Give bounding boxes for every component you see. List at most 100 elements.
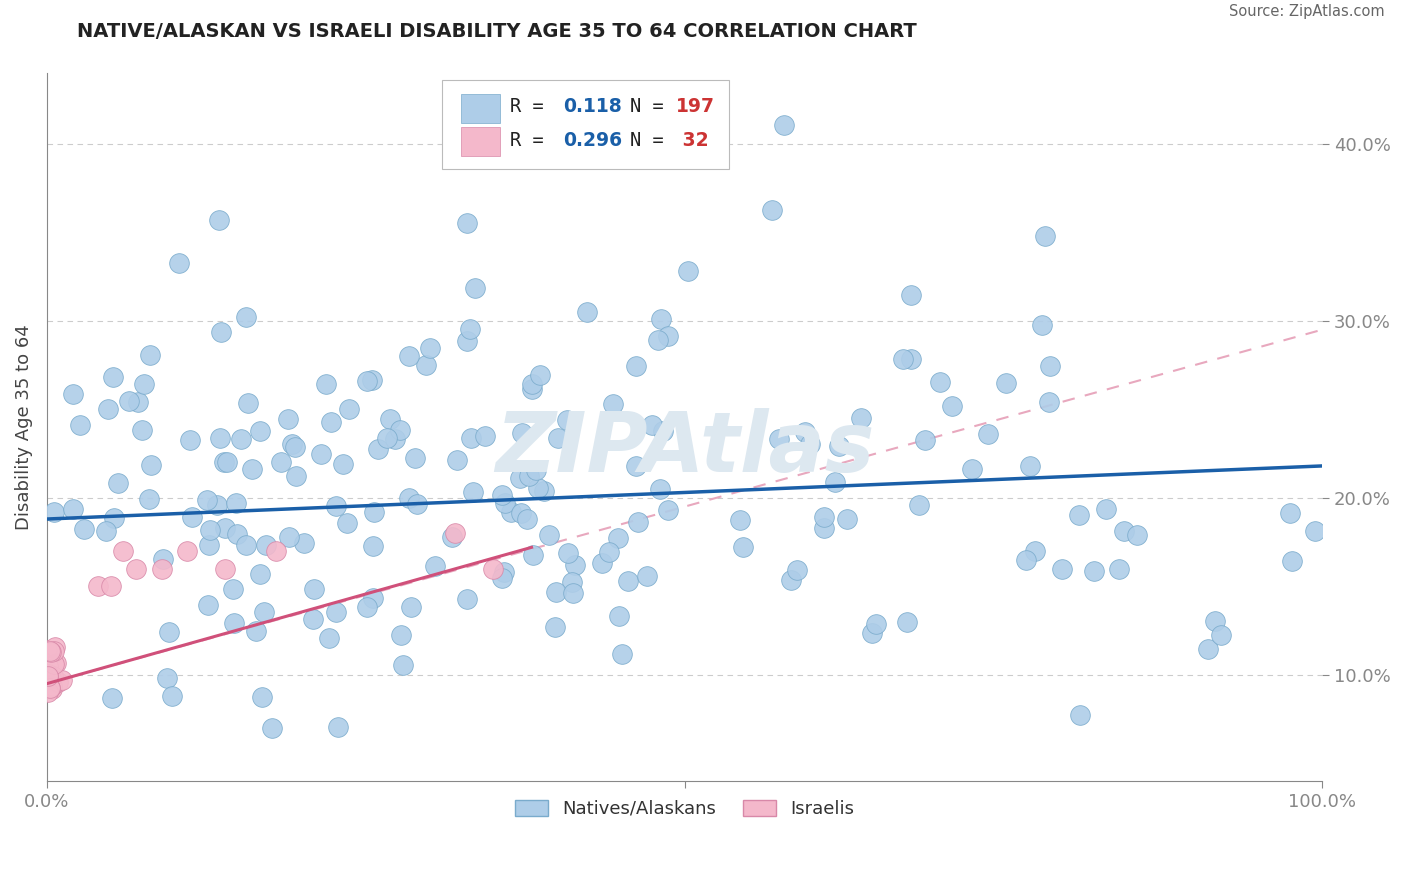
Point: [627, 515, 650, 529]
Point: [1014, 552, 1036, 566]
Point: [761, 202, 783, 217]
Point: [404, 451, 426, 466]
Point: [824, 475, 846, 490]
Point: [960, 461, 983, 475]
Point: [42, 505, 65, 519]
Point: [786, 563, 808, 577]
Point: [900, 288, 922, 302]
Point: [162, 689, 184, 703]
Point: [1019, 459, 1042, 474]
Point: [392, 657, 415, 672]
Point: [1035, 229, 1057, 244]
Point: [891, 352, 914, 367]
Point: [318, 631, 340, 645]
Point: [731, 540, 754, 554]
Point: [527, 482, 550, 496]
Point: [977, 427, 1000, 442]
Point: [401, 600, 423, 615]
Point: [37, 643, 59, 657]
Point: [205, 498, 228, 512]
FancyBboxPatch shape: [461, 95, 499, 122]
Point: [375, 432, 398, 446]
Point: [266, 544, 288, 558]
Point: [641, 418, 664, 433]
Point: [225, 496, 247, 510]
Point: [209, 325, 232, 339]
Point: [647, 333, 669, 347]
Point: [41, 679, 63, 693]
Point: [62, 501, 84, 516]
Point: [444, 526, 467, 541]
Point: [509, 506, 531, 520]
Point: [419, 341, 441, 355]
Point: [1126, 528, 1149, 542]
Point: [482, 561, 505, 575]
Point: [198, 523, 221, 537]
Point: [1204, 614, 1226, 628]
Point: [118, 393, 141, 408]
Point: [1031, 318, 1053, 333]
Point: [44, 640, 66, 654]
Point: [363, 504, 385, 518]
Point: [389, 628, 412, 642]
Point: [491, 488, 513, 502]
Point: [446, 453, 468, 467]
Point: [768, 432, 790, 446]
Point: [245, 624, 267, 639]
Point: [250, 690, 273, 705]
Point: [537, 527, 560, 541]
FancyBboxPatch shape: [443, 80, 730, 169]
Point: [62, 387, 84, 401]
Point: [337, 402, 360, 417]
Point: [208, 431, 231, 445]
Point: [494, 565, 516, 579]
Point: [657, 329, 679, 343]
Point: [1209, 628, 1232, 642]
Point: [793, 425, 815, 439]
Point: [141, 458, 163, 472]
Point: [398, 350, 420, 364]
Point: [37, 669, 59, 683]
Point: [87, 579, 110, 593]
Point: [837, 511, 859, 525]
Point: [616, 574, 638, 589]
Point: [994, 376, 1017, 390]
Point: [262, 721, 284, 735]
Point: [235, 310, 257, 324]
Point: [311, 447, 333, 461]
Point: [1112, 524, 1135, 539]
Point: [325, 499, 347, 513]
Point: [150, 561, 173, 575]
Point: [39, 668, 62, 682]
Point: [332, 457, 354, 471]
Point: [326, 720, 349, 734]
Point: [544, 585, 567, 599]
Point: [1083, 564, 1105, 578]
Point: [533, 484, 555, 499]
Point: [799, 436, 821, 450]
Point: [284, 440, 307, 454]
Point: [197, 538, 219, 552]
Text: N =: N =: [630, 96, 675, 116]
Point: [648, 482, 671, 496]
Point: [226, 526, 249, 541]
Point: [157, 625, 180, 640]
Point: [197, 598, 219, 612]
Point: [1069, 708, 1091, 723]
Point: [610, 647, 633, 661]
Point: [176, 544, 198, 558]
Point: [728, 513, 751, 527]
Point: [516, 512, 538, 526]
Point: [46, 675, 69, 690]
Point: [235, 538, 257, 552]
Point: [214, 561, 236, 575]
Point: [524, 463, 547, 477]
Point: [900, 351, 922, 366]
Point: [37, 666, 59, 681]
Point: [1281, 554, 1303, 568]
Point: [458, 322, 481, 336]
Point: [813, 510, 835, 524]
Point: [39, 672, 62, 686]
Point: [304, 582, 326, 597]
Point: [388, 423, 411, 437]
